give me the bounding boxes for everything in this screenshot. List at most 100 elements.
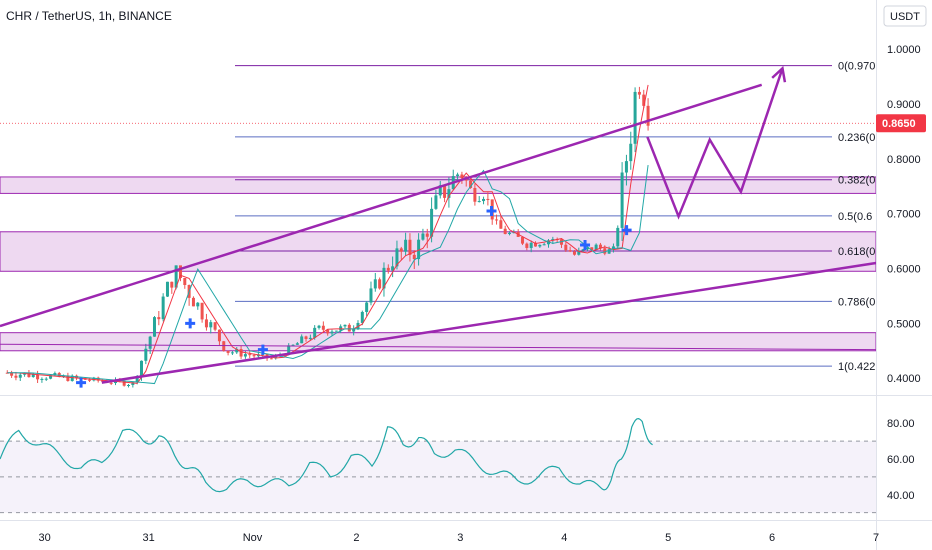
- candle-body: [200, 302, 204, 320]
- price-tick-label: 0.7000: [887, 209, 921, 221]
- buy-signal-marker: [580, 239, 591, 250]
- candle-body: [443, 185, 447, 198]
- candle-body: [269, 358, 273, 360]
- candle-body: [417, 239, 421, 260]
- candle-body: [317, 325, 321, 328]
- price-tick-label: 0.4000: [887, 373, 921, 385]
- candle-body: [66, 375, 70, 381]
- trendlines: [0, 83, 877, 384]
- price-tick-label: 0.5000: [887, 318, 921, 330]
- candle-body: [165, 281, 169, 297]
- price-zones: [0, 176, 877, 352]
- candle-body: [152, 317, 156, 337]
- price-tick-label: 0.9000: [887, 99, 921, 111]
- candle-body: [486, 198, 490, 200]
- oscillator-axis[interactable]: 80.00 60.00 40.00: [887, 418, 915, 502]
- candle-body: [594, 244, 598, 251]
- candle-body: [551, 238, 555, 241]
- candle-body: [391, 266, 395, 271]
- candle-body: [360, 311, 364, 323]
- buy-signal-marker: [486, 205, 497, 216]
- candle-body: [287, 345, 291, 356]
- oscillator-tick-label: 40.00: [887, 490, 915, 502]
- candle-body: [62, 375, 66, 377]
- candle-body: [521, 236, 525, 244]
- price-pane[interactable]: 0(0.970 0.236(0 0.382(0 0.5(0.6 0.618(0 0.786…: [0, 61, 877, 388]
- candle-body: [44, 378, 48, 380]
- candle-body: [624, 161, 628, 173]
- oscillator-pane[interactable]: [0, 417, 876, 514]
- candle-body: [139, 360, 143, 377]
- candle-body: [564, 244, 568, 251]
- candle-body: [456, 174, 460, 177]
- current-price-tag: 0.8650: [876, 114, 926, 133]
- fib-level-label: 0.618(0: [838, 246, 875, 258]
- candle-body: [53, 373, 57, 376]
- candle-body: [382, 267, 386, 289]
- candle-body: [568, 250, 572, 252]
- candle-body: [347, 324, 351, 332]
- candle-body: [49, 375, 53, 379]
- candle-body: [620, 172, 624, 228]
- candle-body: [633, 91, 637, 144]
- candle-body: [395, 248, 399, 267]
- candle-body: [477, 201, 481, 203]
- price-axis[interactable]: 1.0000 0.9000 0.8000 0.7000 0.6000 0.5000 0.40…: [887, 44, 921, 385]
- candle-body: [616, 227, 620, 247]
- candle-body: [313, 327, 317, 338]
- candle-body: [304, 336, 308, 339]
- candle-body: [196, 302, 200, 307]
- buy-signal-marker: [185, 318, 196, 329]
- candle-body: [148, 336, 152, 349]
- candle-body: [412, 254, 416, 260]
- candle-body: [503, 228, 507, 235]
- candle-body: [434, 195, 438, 209]
- candle-body: [88, 379, 92, 381]
- trendline: [101, 261, 877, 384]
- candle-body: [499, 220, 503, 229]
- price-zone: [0, 332, 877, 352]
- candle-body: [36, 374, 40, 380]
- fib-level-label: 0.5(0.6: [838, 211, 872, 223]
- time-tick-label: 2: [353, 532, 359, 544]
- candle-body: [343, 324, 347, 327]
- currency-badge[interactable]: USDT: [883, 5, 927, 27]
- candle-body: [430, 208, 434, 237]
- candle-body: [378, 279, 382, 289]
- candle-body: [174, 265, 178, 288]
- candle-body: [373, 279, 377, 289]
- candle-body: [295, 343, 299, 345]
- candle-body: [356, 322, 360, 329]
- fib-level-label: 1(0.422: [838, 361, 875, 373]
- candle-body: [183, 278, 187, 285]
- candle-body: [96, 377, 100, 381]
- projection-line: [646, 67, 784, 220]
- candle-body: [495, 219, 499, 221]
- buy-signals: [76, 205, 632, 388]
- candle-body: [469, 180, 473, 188]
- candle-body: [243, 354, 247, 357]
- current-price-badge: [876, 114, 926, 133]
- price-tick-label: 1.0000: [887, 44, 921, 56]
- trendline: [0, 83, 763, 328]
- candle-body: [473, 187, 477, 202]
- time-tick-label: 30: [39, 532, 51, 544]
- candle-body: [352, 328, 356, 332]
- candle-body: [127, 384, 131, 386]
- candle-body: [31, 374, 35, 378]
- candle-body: [482, 198, 486, 202]
- oscillator-tick-label: 80.00: [887, 418, 915, 430]
- candle-body: [542, 244, 546, 246]
- candle-body: [330, 331, 334, 334]
- candle-body: [122, 381, 126, 386]
- candle-body: [525, 243, 529, 248]
- time-axis[interactable]: 30 31 Nov 2 3 4 5 6 7: [39, 532, 880, 544]
- candle-body: [425, 233, 429, 237]
- price-zone: [0, 231, 877, 272]
- current-price-label: 0.8650: [882, 118, 916, 130]
- candle-body: [646, 105, 650, 126]
- candle-body: [629, 143, 633, 162]
- time-tick-label: 31: [142, 532, 154, 544]
- candle-body: [365, 302, 369, 312]
